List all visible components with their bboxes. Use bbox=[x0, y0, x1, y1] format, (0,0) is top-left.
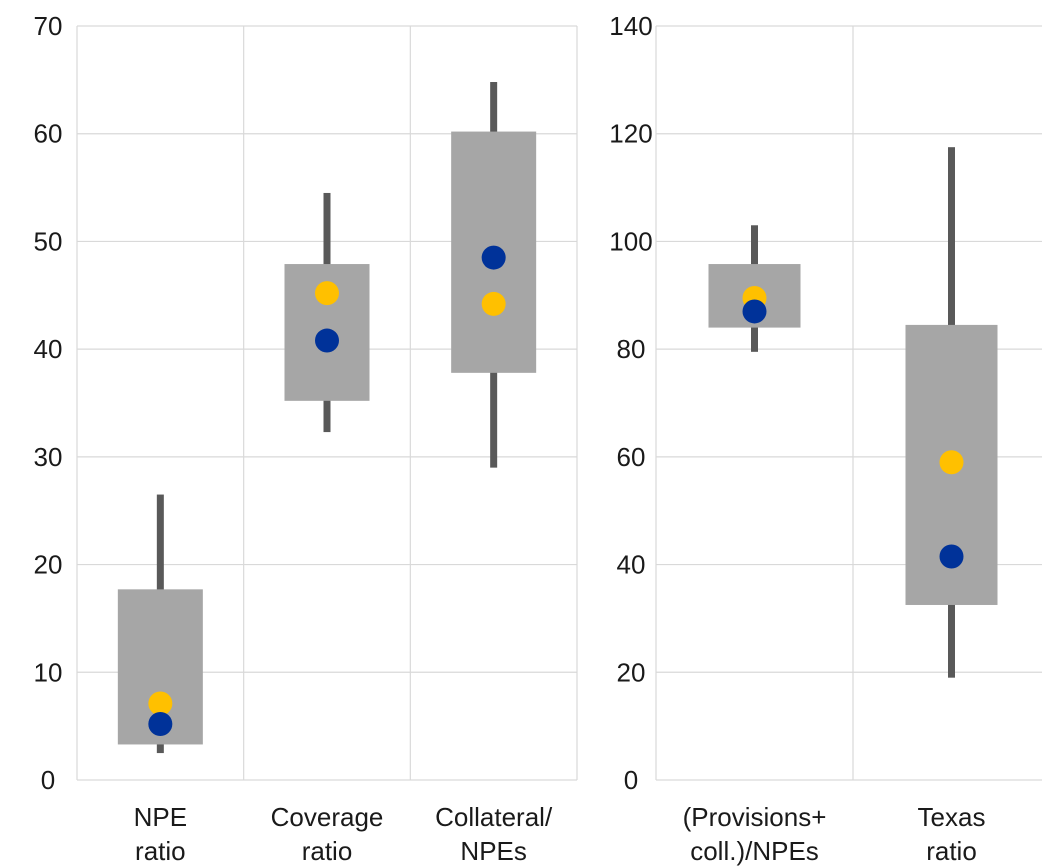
x-category-label-line: NPEs bbox=[460, 836, 526, 866]
x-category-label: NPE ratio bbox=[134, 802, 187, 866]
x-category-label-line: ratio bbox=[135, 836, 186, 866]
y-tick-label: 70 bbox=[34, 11, 63, 41]
x-category-label: (Provisions+ coll.)/NPEs bbox=[683, 802, 827, 866]
x-category-label-line: NPE bbox=[134, 802, 187, 832]
y-tick-label: 100 bbox=[609, 226, 652, 256]
marker-blue bbox=[939, 544, 964, 569]
y-tick-label: 10 bbox=[34, 657, 63, 687]
x-category-label-line: ratio bbox=[926, 836, 977, 866]
x-category-label-line: Coverage bbox=[271, 802, 384, 832]
y-tick-label: 30 bbox=[34, 442, 63, 472]
x-category-label-line: ratio bbox=[302, 836, 353, 866]
marker-blue bbox=[315, 328, 339, 353]
y-tick-label: 50 bbox=[34, 226, 63, 256]
y-tick-label: 20 bbox=[34, 550, 63, 580]
x-category-label-line: (Provisions+ bbox=[683, 802, 827, 832]
y-tick-label: 140 bbox=[609, 11, 652, 41]
y-tick-label: 20 bbox=[617, 657, 646, 687]
y-tick-label: 120 bbox=[609, 119, 652, 149]
y-tick-label: 80 bbox=[617, 334, 646, 364]
y-tick-label: 0 bbox=[41, 765, 55, 795]
left-panel: 0 10 20 30 40 50 60 70 NPE ratio Coverage ratio Coll… bbox=[34, 11, 578, 866]
x-category-label: Collateral/NPEs bbox=[435, 802, 553, 866]
y-tick-label: 40 bbox=[34, 334, 63, 364]
right-panel: 0 20 40 60 80 100 120 140 (Provisions+ coll.)/NPE… bbox=[609, 11, 1042, 866]
y-tick-label: 60 bbox=[34, 119, 63, 149]
marker-yellow bbox=[481, 291, 506, 316]
x-category-label-line: Texas bbox=[918, 802, 986, 832]
marker-blue bbox=[148, 711, 173, 736]
x-category-label: Coverage ratio bbox=[271, 802, 384, 866]
marker-yellow bbox=[939, 450, 964, 475]
y-tick-label: 60 bbox=[617, 442, 646, 472]
y-tick-label: 40 bbox=[617, 550, 646, 580]
x-category-label-line: coll.)/NPEs bbox=[690, 836, 819, 866]
marker-blue bbox=[481, 245, 506, 270]
marker-blue bbox=[742, 299, 767, 324]
y-tick-label: 0 bbox=[624, 765, 638, 795]
marker-yellow bbox=[315, 281, 339, 306]
marker-yellow bbox=[148, 691, 173, 716]
x-category-label: Texas ratio bbox=[918, 802, 986, 866]
x-category-label-line: Collateral/ bbox=[435, 802, 553, 832]
